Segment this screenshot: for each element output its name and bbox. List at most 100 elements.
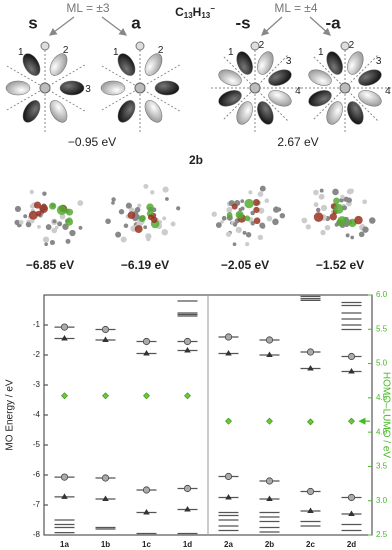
atom bbox=[250, 41, 260, 51]
atom bbox=[245, 241, 250, 247]
atom bbox=[39, 82, 51, 94]
lobe bbox=[268, 90, 292, 107]
atom bbox=[78, 225, 83, 230]
energy-label: 2.67 eV bbox=[277, 135, 318, 149]
atom bbox=[134, 207, 141, 213]
y-tick-label: -8 bbox=[33, 530, 41, 539]
triangle-marker bbox=[184, 506, 191, 512]
lobe bbox=[236, 51, 253, 75]
triangle-marker bbox=[225, 350, 232, 356]
atom bbox=[143, 225, 148, 230]
atom bbox=[340, 41, 350, 51]
triangle-marker bbox=[143, 509, 150, 515]
circle-marker bbox=[101, 325, 110, 334]
atom bbox=[215, 222, 222, 228]
atom bbox=[59, 213, 66, 220]
energy-label: −0.95 eV bbox=[68, 135, 116, 149]
circle-marker bbox=[306, 487, 315, 496]
lobe bbox=[257, 51, 274, 75]
atom bbox=[44, 242, 48, 247]
circle-marker bbox=[306, 348, 315, 356]
triangle-marker bbox=[307, 507, 314, 513]
lobe bbox=[252, 198, 260, 207]
y2-tick-label: 5.5 bbox=[376, 324, 388, 333]
lobe bbox=[218, 69, 242, 86]
atom-number: 4 bbox=[295, 86, 301, 97]
triangle-marker bbox=[61, 335, 68, 341]
atom bbox=[57, 221, 63, 227]
atom bbox=[346, 188, 353, 195]
atom bbox=[258, 207, 265, 214]
lobe bbox=[358, 69, 382, 86]
orbital-panel: s 1 2 3 a 1 2 -s 1 2 3 4 -a 1 2 3 4 bbox=[4, 13, 391, 134]
atom bbox=[340, 194, 345, 200]
atom bbox=[40, 41, 50, 51]
triangle-marker bbox=[102, 495, 109, 501]
circle-marker bbox=[60, 323, 69, 331]
atom bbox=[324, 224, 331, 231]
lobe bbox=[347, 51, 364, 75]
y2-axis-label: HOMO–LUMO / eV bbox=[380, 372, 391, 458]
lobe bbox=[65, 217, 74, 226]
atom bbox=[226, 206, 233, 213]
lobe bbox=[117, 100, 136, 123]
gap-diamond bbox=[307, 418, 314, 426]
y2-tick-label: 3.0 bbox=[376, 496, 388, 505]
atom bbox=[339, 82, 351, 94]
atom bbox=[248, 190, 253, 195]
atom bbox=[123, 223, 129, 229]
lobe bbox=[337, 216, 347, 226]
gap-diamond bbox=[266, 417, 273, 425]
atom bbox=[232, 222, 238, 227]
atom-number: 2 bbox=[158, 45, 164, 56]
triangle-marker bbox=[102, 336, 109, 342]
atom bbox=[259, 222, 266, 229]
arrow bbox=[48, 16, 75, 36]
x-tick-label: 2d bbox=[347, 540, 356, 549]
lobe bbox=[244, 215, 251, 222]
atom-number: 3 bbox=[85, 84, 91, 95]
ml-label: ML = ±3 bbox=[66, 1, 109, 15]
y-tick-label: -2 bbox=[33, 350, 41, 359]
atom bbox=[240, 199, 245, 203]
lobe bbox=[49, 53, 68, 76]
lobe bbox=[333, 197, 340, 205]
x-tick-label: 2b bbox=[265, 540, 274, 549]
x-tick-label: 2c bbox=[306, 540, 315, 549]
lobe bbox=[347, 101, 364, 125]
y2-tick-label: 6.0 bbox=[376, 290, 388, 299]
circle-marker bbox=[224, 333, 233, 341]
gap-diamond bbox=[61, 392, 68, 400]
atom bbox=[345, 233, 350, 238]
atom bbox=[250, 221, 255, 226]
atom bbox=[129, 207, 135, 213]
lobe bbox=[236, 101, 253, 125]
structure-energy: −1.52 eV bbox=[316, 258, 364, 272]
lobe bbox=[22, 53, 41, 76]
y-tick-label: -7 bbox=[33, 500, 41, 509]
atom bbox=[240, 206, 245, 211]
compound-label: 2b bbox=[189, 153, 203, 167]
atom bbox=[362, 226, 369, 233]
circle-marker bbox=[265, 336, 274, 344]
lobe bbox=[49, 100, 68, 123]
lobe bbox=[127, 211, 136, 220]
atom bbox=[145, 233, 152, 240]
circle-marker bbox=[183, 484, 192, 493]
atom bbox=[23, 214, 28, 219]
atom bbox=[320, 229, 326, 236]
atom bbox=[115, 231, 122, 238]
atom bbox=[318, 193, 325, 200]
y2-tick-label: 4.5 bbox=[376, 393, 388, 402]
circle-marker bbox=[142, 486, 151, 494]
y2-tick-label: 3.5 bbox=[376, 462, 388, 471]
circle-marker bbox=[60, 473, 69, 481]
atom bbox=[301, 217, 308, 224]
atom bbox=[313, 189, 319, 196]
x-tick-label: 1a bbox=[60, 540, 69, 549]
atom bbox=[65, 238, 71, 244]
lobe bbox=[65, 208, 74, 216]
atom bbox=[257, 191, 264, 197]
lobe bbox=[56, 205, 67, 216]
